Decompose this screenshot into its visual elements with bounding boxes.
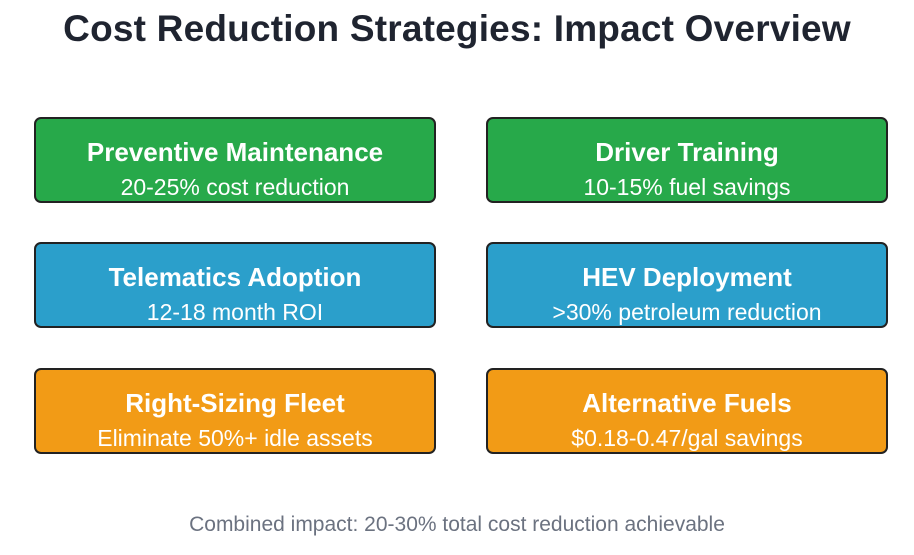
strategy-card-hev-deployment: HEV Deployment >30% petroleum reduction (486, 242, 888, 328)
strategy-name: Right-Sizing Fleet (125, 388, 345, 418)
strategy-impact: 12-18 month ROI (146, 299, 324, 325)
strategy-name: HEV Deployment (582, 262, 792, 292)
strategy-impact: 10-15% fuel savings (583, 174, 791, 200)
strategy-name: Driver Training (595, 137, 779, 167)
strategy-name: Preventive Maintenance (86, 137, 384, 167)
diagram-title: Cost Reduction Strategies: Impact Overvi… (63, 8, 851, 49)
strategy-card-preventive-maintenance: Preventive Maintenance 20-25% cost reduc… (34, 117, 436, 203)
strategy-impact: 20-25% cost reduction (120, 174, 350, 200)
strategy-card-telematics-adoption: Telematics Adoption 12-18 month ROI (34, 242, 436, 328)
combined-impact-note: Combined impact: 20-30% total cost reduc… (189, 513, 725, 536)
strategy-card-alternative-fuels: Alternative Fuels $0.18-0.47/gal savings (486, 368, 888, 454)
strategy-name: Alternative Fuels (582, 388, 792, 418)
strategy-impact: >30% petroleum reduction (552, 299, 822, 325)
strategy-card-driver-training: Driver Training 10-15% fuel savings (486, 117, 888, 203)
strategy-impact: Eliminate 50%+ idle assets (97, 425, 373, 451)
strategy-card-right-sizing-fleet: Right-Sizing Fleet Eliminate 50%+ idle a… (34, 368, 436, 454)
strategy-name: Telematics Adoption (108, 262, 362, 292)
strategy-impact: $0.18-0.47/gal savings (571, 425, 803, 451)
